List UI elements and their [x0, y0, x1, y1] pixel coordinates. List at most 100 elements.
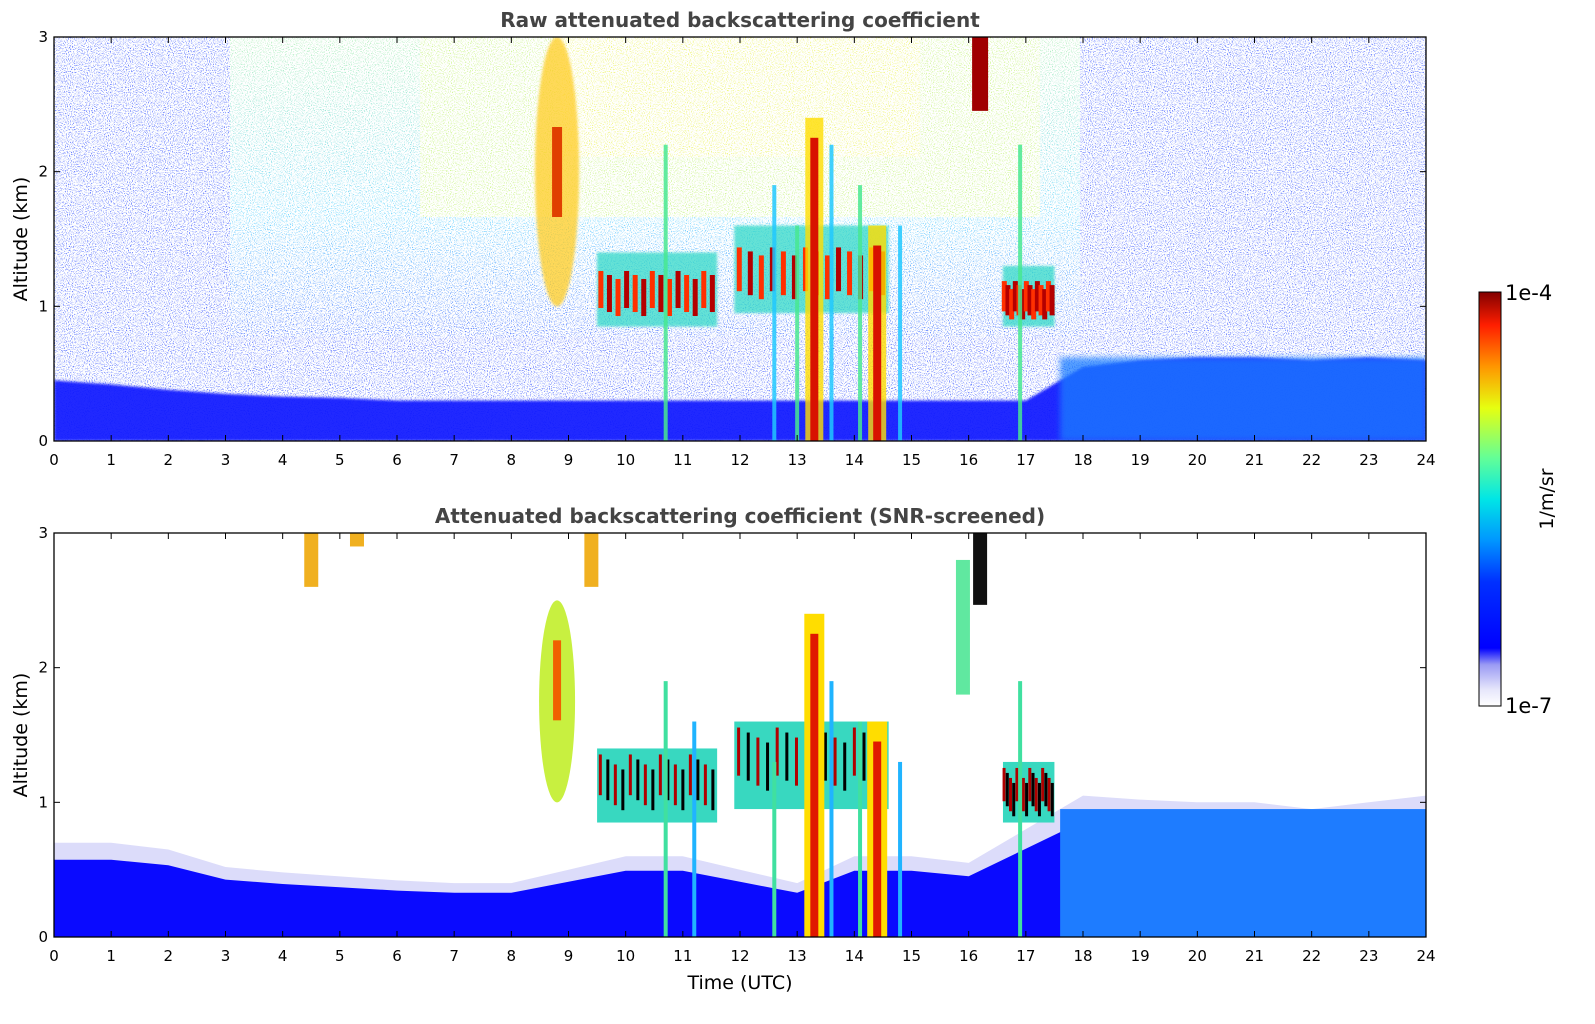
raw-cloud-core: [1005, 285, 1011, 316]
x-tick-label: 2: [164, 451, 174, 469]
raw-cloud-core: [675, 270, 681, 309]
y-tick-label: 0: [38, 432, 48, 450]
raw-cloud-core: [847, 251, 853, 296]
screened-virga-line: [1018, 681, 1023, 937]
y-tick-label: 2: [38, 163, 48, 181]
raw-cloud-core: [624, 270, 630, 309]
x-tick-label: 1: [106, 451, 116, 469]
x-tick-label: 14: [845, 451, 864, 469]
raw-cloud-core: [1020, 289, 1026, 320]
raw-cloud-core: [836, 247, 842, 292]
x-tick-label: 6: [392, 451, 402, 469]
x-tick-label: 15: [902, 947, 921, 965]
raw-cloud-core: [666, 278, 672, 317]
raw-cloud-core: [758, 255, 764, 300]
raw-cloud-core: [598, 270, 604, 309]
screened-cloud-core: [1015, 767, 1019, 802]
raw-cloud-core: [1031, 289, 1037, 320]
x-tick-label: 1: [106, 947, 116, 965]
x-tick-label: 10: [616, 947, 635, 965]
x-tick-label: 0: [49, 451, 59, 469]
x-tick-label: 11: [673, 451, 692, 469]
screened-late-aerosol: [1060, 809, 1426, 937]
screened-cloud-core: [606, 759, 610, 801]
raw-cloud-core: [709, 274, 715, 313]
screened-cloud-core: [833, 737, 837, 786]
raw-cloud-core: [606, 274, 612, 313]
y-tick-label: 3: [38, 524, 48, 542]
x-tick-label: 8: [507, 451, 517, 469]
x-tick-label: 17: [1016, 947, 1035, 965]
raw-cloud-core: [1049, 285, 1055, 316]
screened-cloud-core: [823, 732, 827, 781]
x-tick-label: 5: [335, 947, 345, 965]
screened-cloud-core: [628, 754, 632, 796]
screened-streak-core: [873, 741, 882, 937]
screened-features: [54, 533, 1426, 937]
screened-cloud-core: [1021, 777, 1025, 812]
x-tick-label: 23: [1359, 451, 1378, 469]
x-tick-label: 13: [788, 451, 807, 469]
y-tick-label: 3: [38, 28, 48, 46]
x-tick-label: 22: [1302, 947, 1321, 965]
x-tick-label: 12: [730, 947, 749, 965]
raw-cloud-core: [615, 278, 621, 317]
raw-backscatter-panel: Raw attenuated backscattering coefficien…: [10, 8, 1436, 469]
screened-cloud-core: [775, 727, 779, 776]
screened-backscatter-panel: Attenuated backscattering coefficient (S…: [10, 504, 1436, 994]
raw-cloud-core: [1001, 281, 1007, 312]
screened-x-ticks: 0 1 2 3 4 5 6 7 8 9 10 11 12 13 14 15 16 17 18 19 20 21 22 23 24: [49, 533, 1436, 965]
raw-virga-line: [898, 225, 903, 441]
x-tick-label: 22: [1302, 451, 1321, 469]
raw-virga-line: [795, 225, 800, 441]
x-tick-label: 17: [1016, 451, 1035, 469]
screened-cloud-patch: [349, 533, 364, 547]
raw-y-axis-label: Altitude (km): [10, 177, 32, 302]
x-tick-label: 23: [1359, 947, 1378, 965]
raw-cloud-core: [1027, 285, 1033, 316]
screened-cloud-core: [1012, 782, 1016, 817]
screened-cloud-core: [785, 732, 789, 781]
screened-cloud-core: [643, 764, 647, 806]
screened-panel-title: Attenuated backscattering coefficient (S…: [435, 504, 1045, 528]
y-tick-label: 2: [38, 659, 48, 677]
screened-cloud-core: [658, 754, 662, 796]
x-tick-label: 10: [616, 451, 635, 469]
x-tick-label: 20: [1188, 947, 1207, 965]
x-tick-label: 4: [278, 947, 288, 965]
screened-cloud-core: [756, 737, 760, 786]
raw-cloud-core: [641, 278, 647, 317]
raw-cloud-core: [736, 247, 742, 292]
raw-cloud-layer: [597, 252, 718, 327]
raw-cloud-core: [649, 270, 655, 309]
screened-cloud-core: [766, 742, 770, 791]
screened-cloud-core: [703, 764, 707, 806]
screened-cloud-core: [666, 759, 670, 801]
x-tick-label: 9: [564, 947, 574, 965]
colorbar-gradient: [1479, 292, 1501, 706]
raw-cloud-core: [780, 251, 786, 296]
raw-virga-line: [663, 144, 668, 441]
screened-cloud-core: [843, 742, 847, 791]
screened-virga-line: [829, 681, 834, 937]
x-tick-label: 24: [1416, 451, 1435, 469]
x-axis-label: Time (UTC): [686, 972, 792, 994]
screened-virga-line: [692, 721, 697, 937]
raw-cloud-core: [701, 270, 707, 309]
raw-y-ticks: 0 1 2 3: [38, 28, 1426, 450]
x-tick-label: 4: [278, 451, 288, 469]
x-tick-label: 24: [1416, 947, 1435, 965]
x-tick-label: 11: [673, 947, 692, 965]
screened-cloud-core: [613, 764, 617, 806]
raw-cloud-core: [1042, 289, 1048, 320]
screened-cloud-core: [621, 769, 625, 811]
x-tick-label: 14: [845, 947, 864, 965]
screened-y-axis-label: Altitude (km): [10, 673, 32, 798]
screened-fall-streak-core: [553, 640, 562, 721]
screened-cloud-core: [681, 769, 685, 811]
screened-cloud-core: [1025, 782, 1029, 817]
raw-late-aerosol: [1060, 357, 1426, 441]
screened-cloud-core: [673, 764, 677, 806]
colorbar-unit-label: 1/m/sr: [1536, 468, 1558, 529]
